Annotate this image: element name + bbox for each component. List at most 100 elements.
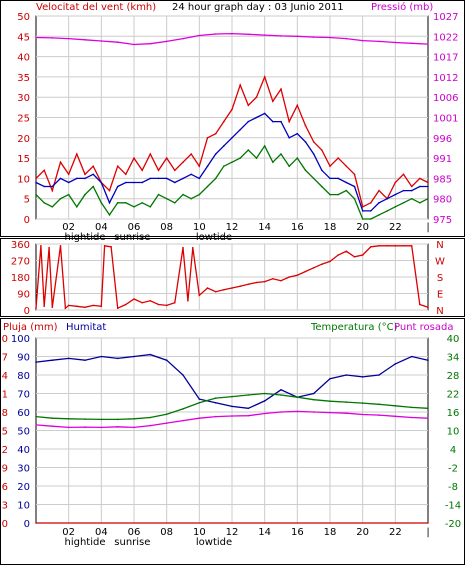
series-wind_avg-point-3 bbox=[59, 177, 62, 180]
series-wind_avg-point-7 bbox=[92, 173, 94, 176]
temp-ytick-40: 40 bbox=[447, 334, 460, 345]
series-wind_avg-point-32 bbox=[296, 132, 299, 135]
series-wind_avg-point-2 bbox=[51, 185, 54, 188]
series-wind_gust-point-1 bbox=[43, 169, 45, 172]
humidity-ytick-0: 0 bbox=[24, 519, 30, 530]
series-direction-point-5 bbox=[59, 245, 62, 247]
series-direction-point-28 bbox=[223, 289, 225, 291]
series-wind_gust-point-3 bbox=[59, 161, 62, 163]
pressure-ytick-1012: 1012 bbox=[433, 73, 458, 84]
series-wind_gust-point-38 bbox=[345, 165, 348, 167]
series-direction-point-53 bbox=[427, 306, 429, 309]
series-temperatura-point-12 bbox=[231, 395, 233, 398]
series-direction-point-46 bbox=[370, 246, 372, 248]
series-wind_avg-point-37 bbox=[337, 177, 340, 180]
series-pressure-point-3 bbox=[84, 39, 86, 41]
series-wind_min-point-11 bbox=[125, 202, 127, 204]
series-wind_min-point-30 bbox=[280, 153, 282, 155]
series-wind_avg-point-15 bbox=[157, 177, 160, 180]
series-wind_avg-point-35 bbox=[321, 169, 323, 172]
series-wind_gust-point-19 bbox=[190, 153, 192, 155]
humidity-panel-xtick-06: 06 bbox=[128, 527, 141, 538]
series-wind_avg-point-14 bbox=[149, 177, 152, 180]
temp-ytick-22: 22 bbox=[447, 390, 460, 401]
series-humitat-point-3 bbox=[84, 359, 86, 362]
series-direction-point-23 bbox=[187, 300, 189, 302]
series-wind_gust-point-24 bbox=[231, 108, 233, 111]
rain-ytick-9: 9 bbox=[2, 464, 8, 475]
wind-panel-xtick-08: 08 bbox=[160, 222, 173, 233]
series-wind_min-point-3 bbox=[59, 197, 62, 200]
series-direction-point-29 bbox=[231, 287, 233, 289]
series-wind_min-point-0 bbox=[35, 193, 37, 196]
series-temperatura-point-9 bbox=[182, 408, 184, 410]
humidity-panel-xtick-18: 18 bbox=[324, 527, 337, 538]
series-wind_avg-point-38 bbox=[345, 181, 348, 184]
series-wind_gust-point-34 bbox=[312, 141, 315, 143]
series-humitat-point-20 bbox=[361, 376, 364, 378]
series-wind_avg-point-12 bbox=[133, 181, 135, 184]
series-pressure-point-20 bbox=[361, 39, 364, 42]
series-wind_avg-point-6 bbox=[84, 177, 86, 180]
series-wind_avg-point-18 bbox=[182, 177, 184, 180]
wind-panel-xtick-12: 12 bbox=[226, 222, 239, 233]
series-temperatura-point-22 bbox=[394, 405, 397, 407]
series-temperatura-point-0 bbox=[35, 415, 37, 418]
wind-panel-event-lowtide: lowtide bbox=[196, 232, 232, 243]
series-direction-point-21 bbox=[174, 301, 176, 304]
series-punt-rosada-point-2 bbox=[67, 426, 70, 429]
series-wind_gust-point-46 bbox=[410, 185, 413, 188]
series-punt-rosada-point-1 bbox=[51, 425, 54, 428]
humidity-ytick-70: 70 bbox=[17, 390, 30, 401]
series-wind_gust-point-18 bbox=[182, 161, 184, 163]
series-wind_min-point-22 bbox=[214, 177, 217, 180]
series-punt-rosada-point-16 bbox=[296, 410, 299, 413]
series-wind_avg-point-28 bbox=[263, 112, 266, 115]
series-direction-point-25 bbox=[198, 294, 201, 297]
rain-ytick-15: 15 bbox=[0, 427, 8, 438]
series-temperatura-point-17 bbox=[312, 398, 315, 401]
series-direction-point-49 bbox=[394, 245, 397, 247]
wind-ytick-40: 40 bbox=[17, 53, 30, 64]
series-pressure-point-16 bbox=[296, 35, 299, 38]
series-wind_gust-point-22 bbox=[214, 132, 217, 135]
series-wind_avg-point-26 bbox=[247, 120, 250, 123]
series-wind_gust-point-17 bbox=[174, 169, 176, 172]
rain-axis-title: Pluja (mm) bbox=[3, 322, 58, 333]
series-direction-point-33 bbox=[263, 280, 266, 283]
series-temperatura-point-24 bbox=[427, 407, 429, 410]
series-punt-rosada-point-12 bbox=[231, 415, 233, 417]
series-temperatura-point-18 bbox=[329, 400, 331, 403]
series-wind_gust-point-33 bbox=[304, 124, 307, 127]
series-direction-point-11 bbox=[100, 305, 103, 308]
series-direction-point-45 bbox=[361, 254, 364, 256]
humidity-panel-xtick-04: 04 bbox=[95, 527, 108, 538]
series-wind_gust-point-25 bbox=[239, 84, 241, 86]
series-direction-point-22 bbox=[182, 246, 184, 249]
pressure-ytick-996: 996 bbox=[433, 134, 452, 145]
series-wind_gust-point-13 bbox=[141, 169, 143, 172]
series-direction-point-7 bbox=[67, 304, 70, 307]
series-humitat-point-23 bbox=[410, 355, 413, 358]
temperature-title: Temperatura (°C) bbox=[310, 322, 398, 333]
series-wind_min-point-19 bbox=[190, 197, 192, 200]
wind-pressure-panel: 0 5 10 15 20 25 30 35 40 45 50 975 980 985 991 996 1001 1… bbox=[0, 0, 465, 243]
series-humitat-point-14 bbox=[263, 400, 266, 402]
series-direction-point-0 bbox=[35, 307, 37, 310]
wind-panel-xtick-end: | bbox=[426, 222, 429, 233]
series-temperatura-point-10 bbox=[198, 402, 201, 404]
series-pressure-point-19 bbox=[345, 37, 348, 40]
series-wind_gust-point-44 bbox=[394, 181, 397, 184]
series-wind_min-point-14 bbox=[149, 206, 152, 208]
series-punt-rosada-point-13 bbox=[247, 414, 250, 417]
series-pressure-point-13 bbox=[247, 33, 250, 36]
series-wind_avg-point-48 bbox=[427, 185, 429, 188]
pressure-ytick-980: 980 bbox=[433, 195, 452, 206]
series-direction-point-15 bbox=[125, 303, 127, 306]
wind-panel-xtick-16: 16 bbox=[291, 222, 304, 233]
direction-ytick-90: 90 bbox=[17, 290, 30, 301]
series-wind_gust-point-16 bbox=[165, 157, 168, 159]
series-wind_min-point-26 bbox=[247, 149, 250, 151]
wind-ytick-50: 50 bbox=[17, 12, 30, 23]
